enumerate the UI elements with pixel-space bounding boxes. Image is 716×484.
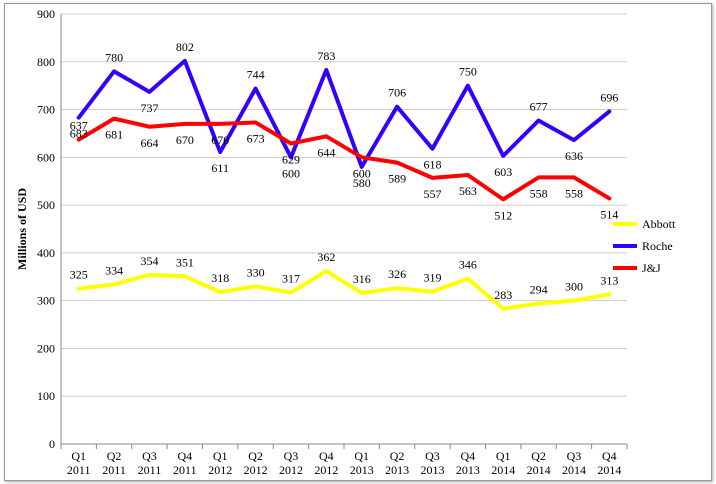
data-label: 737	[140, 101, 158, 115]
y-tick-label: 900	[37, 7, 55, 21]
data-label: 744	[247, 68, 265, 82]
data-label: 514	[600, 207, 618, 221]
data-label: 677	[530, 100, 548, 114]
x-tick-label-quarter: Q3	[284, 449, 299, 463]
data-label: 706	[388, 86, 406, 100]
data-label: 558	[530, 186, 548, 200]
x-tick-label-year: 2013	[420, 463, 444, 477]
y-tick-label: 200	[37, 341, 55, 355]
x-tick-label-quarter: Q4	[177, 449, 192, 463]
x-tick-label-quarter: Q3	[567, 449, 582, 463]
data-label: 300	[565, 280, 583, 294]
series-line-jj	[76, 116, 612, 202]
x-tick-label-quarter: Q4	[319, 449, 334, 463]
data-label: 362	[317, 250, 335, 264]
data-label: 673	[247, 131, 265, 145]
data-label: 317	[282, 272, 300, 286]
data-label: 670	[211, 133, 229, 147]
data-label: 750	[459, 65, 477, 79]
x-tick-label-year: 2014	[597, 463, 621, 477]
data-label: 351	[176, 255, 194, 269]
x-tick-label-year: 2012	[314, 463, 338, 477]
x-tick-label-year: 2013	[385, 463, 409, 477]
y-axis-title: Millions of USD	[15, 188, 29, 270]
legend-label: J&J	[642, 261, 661, 275]
x-tick-label-year: 2013	[456, 463, 480, 477]
data-label: 325	[70, 268, 88, 282]
y-tick-label: 400	[37, 246, 55, 260]
data-label: 334	[105, 263, 123, 277]
x-tick-label-year: 2011	[67, 463, 91, 477]
data-label: 512	[494, 208, 512, 222]
data-label: 696	[600, 90, 618, 104]
legend-label: Roche	[642, 239, 673, 253]
data-label: 600	[353, 166, 371, 180]
data-label: 802	[176, 40, 194, 54]
data-label: 681	[105, 128, 123, 142]
data-label: 600	[282, 166, 300, 180]
x-tick-label-quarter: Q3	[425, 449, 440, 463]
y-tick-label: 500	[37, 198, 55, 212]
data-label: 316	[353, 272, 371, 286]
x-tick-label-year: 2012	[279, 463, 303, 477]
x-tick-label-quarter: Q1	[71, 449, 86, 463]
data-label: 346	[459, 258, 477, 272]
data-label: 354	[140, 254, 158, 268]
data-label: 580	[353, 176, 371, 190]
x-tick-label-quarter: Q4	[460, 449, 475, 463]
x-tick-label-quarter: Q4	[602, 449, 617, 463]
y-tick-label: 600	[37, 150, 55, 164]
data-label: 664	[140, 136, 158, 150]
data-label: 618	[423, 158, 441, 172]
data-label: 330	[247, 265, 265, 279]
data-label: 558	[565, 186, 583, 200]
x-tick-label-quarter: Q1	[496, 449, 511, 463]
chart-frame	[4, 3, 712, 481]
x-tick-label-quarter: Q3	[142, 449, 157, 463]
data-label: 611	[211, 161, 229, 175]
data-label: 603	[494, 165, 512, 179]
data-label: 670	[176, 133, 194, 147]
x-tick-label-year: 2012	[244, 463, 268, 477]
data-label: 636	[565, 149, 583, 163]
x-tick-label-year: 2011	[173, 463, 197, 477]
data-label: 294	[530, 283, 548, 297]
legend-label: Abbott	[642, 217, 676, 231]
data-label: 326	[388, 267, 406, 281]
x-tick-label-year: 2014	[491, 463, 515, 477]
x-tick-label-quarter: Q2	[107, 449, 122, 463]
data-label: 557	[423, 187, 441, 201]
x-tick-label-quarter: Q2	[248, 449, 263, 463]
x-tick-label-quarter: Q1	[354, 449, 369, 463]
x-tick-label-year: 2012	[208, 463, 232, 477]
x-tick-label-year: 2011	[138, 463, 162, 477]
x-tick-label-quarter: Q1	[213, 449, 228, 463]
data-label: 783	[317, 49, 335, 63]
y-tick-label: 700	[37, 103, 55, 117]
x-tick-label-year: 2011	[102, 463, 126, 477]
data-label: 563	[459, 184, 477, 198]
data-label: 319	[423, 271, 441, 285]
x-tick-label-year: 2013	[350, 463, 374, 477]
data-label: 637	[70, 119, 88, 133]
data-label: 589	[388, 172, 406, 186]
data-label: 283	[494, 288, 512, 302]
series-line-roche	[76, 58, 612, 169]
data-label: 318	[211, 271, 229, 285]
data-label: 644	[317, 145, 335, 159]
x-tick-label-quarter: Q2	[390, 449, 405, 463]
y-tick-label: 0	[49, 437, 55, 451]
data-label: 683	[70, 127, 88, 141]
y-tick-label: 800	[37, 55, 55, 69]
data-label: 313	[600, 273, 618, 287]
x-tick-label-quarter: Q2	[531, 449, 546, 463]
x-tick-label-year: 2014	[562, 463, 586, 477]
series-line-abbott	[76, 269, 612, 311]
data-label: 629	[282, 152, 300, 166]
x-tick-label-year: 2014	[527, 463, 551, 477]
y-tick-label: 300	[37, 294, 55, 308]
data-label: 780	[105, 50, 123, 64]
y-tick-label: 100	[37, 389, 55, 403]
